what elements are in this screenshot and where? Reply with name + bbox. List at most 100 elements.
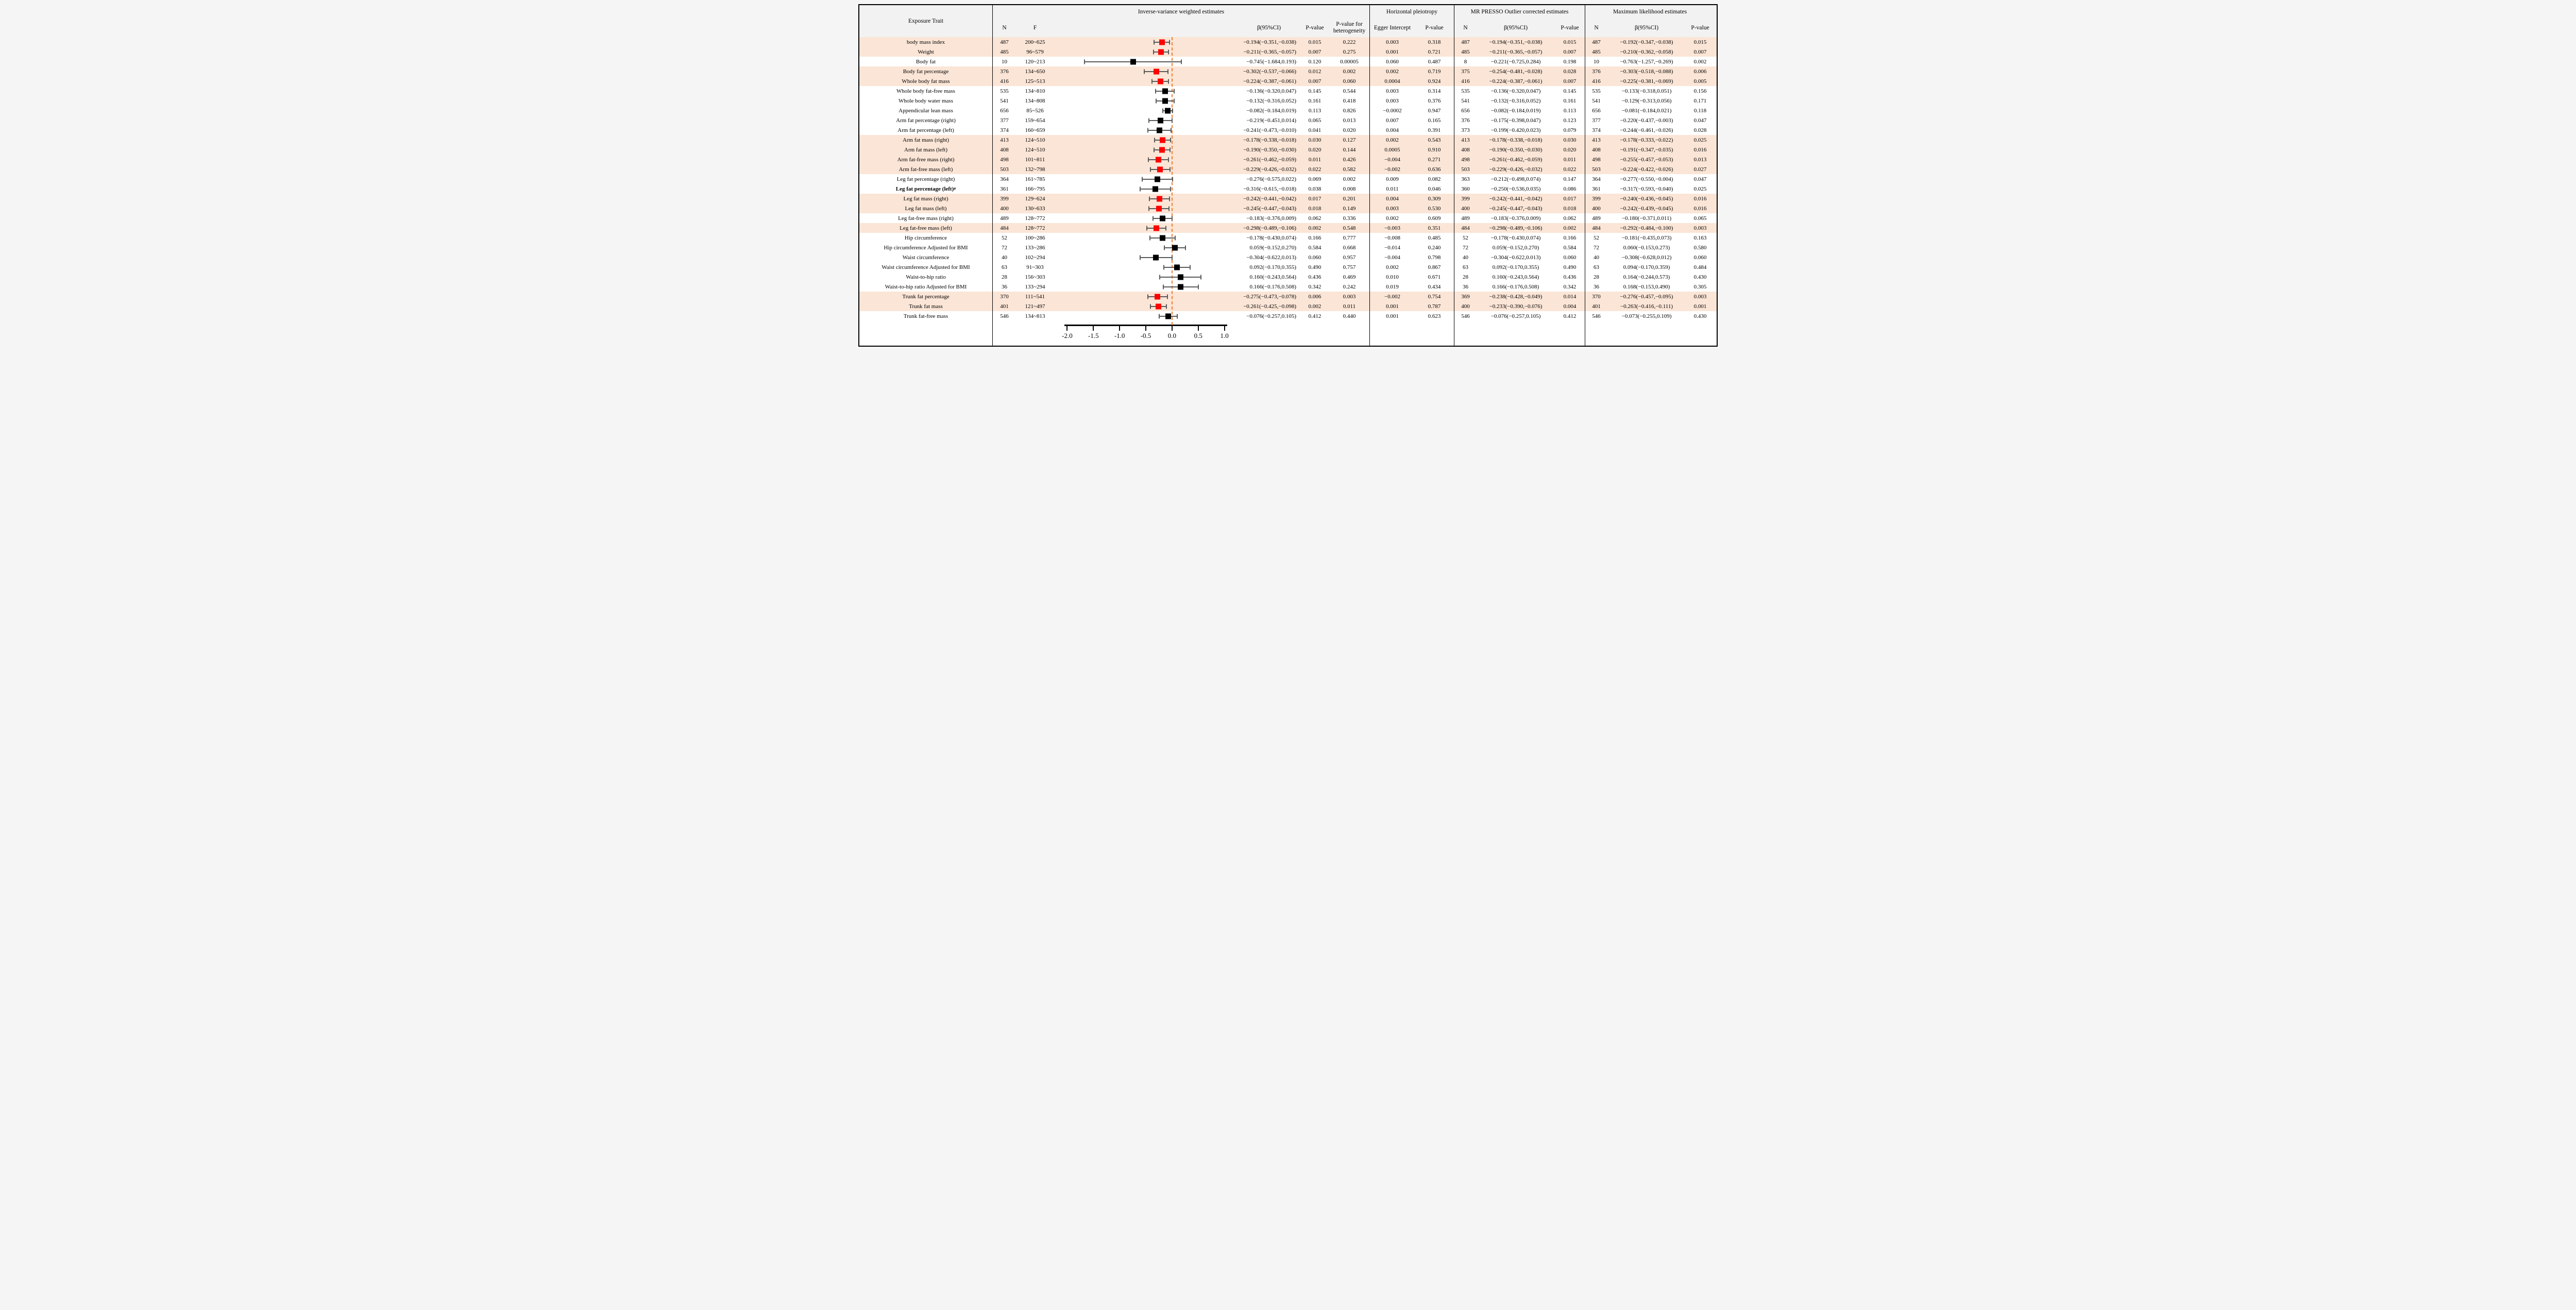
ml-p-cell: 0.025 (1693, 185, 1707, 192)
forest-cell (1054, 311, 1238, 321)
presso-beta-cell: −0.250(−0.536,0.035) (1490, 185, 1541, 192)
egger-p-cell: 0.351 (1428, 225, 1441, 231)
forest-cell (1054, 66, 1238, 76)
ivw-phet-cell: 0.201 (1343, 195, 1356, 202)
ivw-p-cell: 0.490 (1308, 264, 1321, 270)
table-row: Arm fat percentage (right) 377 159~654 −… (859, 115, 1717, 125)
egger-p-cell: 0.910 (1428, 146, 1441, 153)
ml-n-cell: 28 (1585, 272, 1607, 282)
ivw-beta-cell: −0.224(−0.387,−0.061) (1243, 78, 1296, 84)
trait-cell: body mass index (907, 39, 945, 45)
ivw-n-cell: 487 (992, 37, 1016, 47)
trait-cell: Waist-to-hip ratio (906, 274, 946, 280)
ml-p-header: P-value (1691, 24, 1709, 31)
ivw-beta-header: β(95%CI) (1257, 24, 1281, 31)
egger-intercept-cell: −0.004 (1369, 252, 1415, 262)
egger-p-cell: 0.947 (1428, 107, 1441, 114)
effect-marker (1155, 176, 1161, 182)
ivw-n-cell: 484 (992, 223, 1016, 233)
presso-beta-cell: −0.199(−0.420,0.023) (1490, 127, 1541, 133)
ci-cap-high (1170, 186, 1172, 191)
ml-n-cell: 374 (1585, 125, 1607, 135)
table-row: Arm fat mass (left) 408 124~510 −0.190(−… (859, 145, 1717, 155)
forest-cell (1054, 57, 1238, 66)
egger-p-cell: 0.487 (1428, 58, 1441, 65)
ci-cap-high (1173, 89, 1175, 93)
ivw-phet-cell: 0.469 (1343, 274, 1356, 280)
ivw-n-cell: 370 (992, 292, 1016, 301)
ivw-phet-cell: 0.582 (1343, 166, 1356, 173)
egger-p-cell: 0.787 (1428, 303, 1441, 310)
presso-n-cell: 375 (1454, 66, 1477, 76)
presso-beta-cell: 0.160(−0.243,0.564) (1492, 274, 1539, 280)
ml-beta-cell: −0.180(−0.371,0.011) (1621, 215, 1672, 222)
effect-marker (1158, 49, 1164, 55)
ivw-p-cell: 0.065 (1308, 117, 1321, 124)
ivw-n-cell: 535 (992, 86, 1016, 96)
ivw-p-cell: 0.166 (1308, 234, 1321, 241)
ivw-beta-cell: −0.275(−0.473,−0.078) (1243, 293, 1296, 300)
x-axis-tick (1119, 325, 1121, 331)
forest-cell (1054, 292, 1238, 301)
presso-beta-cell: −0.233(−0.390,−0.076) (1489, 303, 1543, 310)
egger-p-cell: 0.530 (1428, 205, 1441, 212)
axis-footer: -2.0 -1.5 -1.0 -0.5 0.0 0.5 1.0 (859, 321, 1717, 346)
effect-marker (1177, 274, 1183, 280)
ml-p-cell: 0.006 (1693, 68, 1707, 75)
egger-intercept-cell: 0.002 (1369, 135, 1415, 145)
ci-cap-low (1162, 284, 1164, 289)
ivw-f-cell: 166~795 (1025, 185, 1045, 192)
egger-p-cell: 0.754 (1428, 293, 1441, 300)
ml-beta-cell: −0.277(−0.550,−0.004) (1620, 176, 1673, 182)
presso-n-cell: 535 (1454, 86, 1477, 96)
ci-cap-low (1154, 147, 1155, 152)
table-row: Arm fat-free mass (left) 503 132~798 −0.… (859, 164, 1717, 174)
trait-cell: Body fat (916, 58, 936, 65)
forest-cell (1054, 47, 1238, 57)
presso-n-cell: 541 (1454, 96, 1477, 106)
ci-cap-low (1152, 216, 1154, 220)
ml-p-cell: 0.027 (1693, 166, 1707, 173)
ci-cap-high (1170, 138, 1172, 142)
trait-cell: Arm fat mass (right) (902, 137, 950, 143)
ci-cap-high (1169, 147, 1171, 152)
table-row: Hip circumference 52 100~286 −0.178(−0.4… (859, 233, 1717, 243)
ivw-f-cell: 156~303 (1025, 274, 1045, 280)
ivw-beta-cell: −0.082(−0.184,0.019) (1246, 107, 1296, 114)
trait-cell: Trunk fat mass (909, 303, 943, 310)
ivw-n-cell: 416 (992, 76, 1016, 86)
presso-n-cell: 400 (1454, 203, 1477, 213)
trait-cell: Trunk fat percentage (902, 293, 950, 300)
effect-marker (1155, 294, 1161, 299)
effect-marker (1153, 254, 1159, 260)
trait-cell: Arm fat mass (left) (904, 146, 947, 153)
ml-n-cell: 413 (1585, 135, 1607, 145)
presso-n-cell: 413 (1454, 135, 1477, 145)
ivw-n-cell: 40 (992, 252, 1016, 262)
ml-beta-cell: −0.192(−0.347,−0.038) (1620, 39, 1673, 45)
ml-beta-cell: −0.181(−0.435,0.073) (1621, 234, 1672, 241)
presso-p-cell: 0.161 (1563, 97, 1577, 104)
ci-cap-high (1175, 235, 1176, 240)
forest-cell (1054, 243, 1238, 252)
ivw-beta-cell: 0.059(−0.152,0.270) (1249, 244, 1296, 251)
ivw-beta-cell: 0.092(−0.170,0.355) (1249, 264, 1296, 270)
forest-cell (1054, 174, 1238, 184)
egger-intercept-cell: 0.002 (1369, 262, 1415, 272)
ivw-f-cell: 91~303 (1026, 264, 1044, 270)
ci-cap-high (1165, 226, 1167, 230)
presso-beta-cell: −0.183(−0.376,0.009) (1490, 215, 1541, 222)
presso-p-cell: 0.007 (1563, 48, 1577, 55)
ci-cap-high (1172, 118, 1173, 123)
ml-beta-cell: −0.220(−0.437,−0.003) (1620, 117, 1673, 124)
ml-p-cell: 0.156 (1693, 88, 1707, 94)
egger-intercept-cell: 0.003 (1369, 96, 1415, 106)
ml-p-cell: 0.580 (1693, 244, 1707, 251)
presso-beta-cell: 0.092(−0.170,0.355) (1492, 264, 1539, 270)
ivw-phet-cell: 0.020 (1343, 127, 1356, 133)
ivw-phet-cell: 0.548 (1343, 225, 1356, 231)
effect-marker (1165, 108, 1171, 113)
ml-n-cell: 10 (1585, 57, 1607, 66)
presso-n-cell: 400 (1454, 301, 1477, 311)
forest-cell (1054, 125, 1238, 135)
